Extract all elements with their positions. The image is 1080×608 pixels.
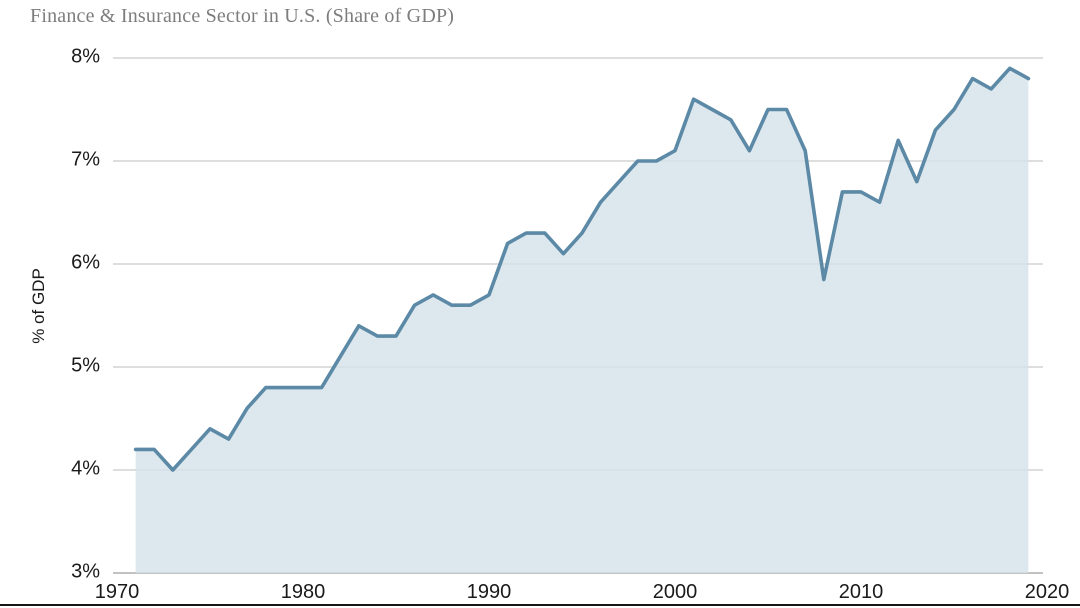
x-tick-label: 1970 [94,581,140,603]
window-bottom-edge [0,604,1080,606]
y-tick-label: 6% [71,251,100,274]
y-tick-label: 5% [71,354,100,377]
x-tick-label: 2010 [838,581,884,603]
x-tick-label: 2000 [652,581,698,603]
y-tick-label: 8% [71,45,100,68]
area-fill [135,68,1029,574]
x-tick-label: 2020 [1024,581,1070,603]
y-tick-label: 4% [71,457,100,480]
chart-title: Finance & Insurance Sector in U.S. (Shar… [30,5,455,27]
y-tick-label: 3% [71,560,100,583]
series-line [133,66,1031,472]
x-tick-label: 1980 [280,581,326,603]
x-tick-label: 1990 [466,581,512,603]
y-tick-label: 7% [71,148,100,171]
